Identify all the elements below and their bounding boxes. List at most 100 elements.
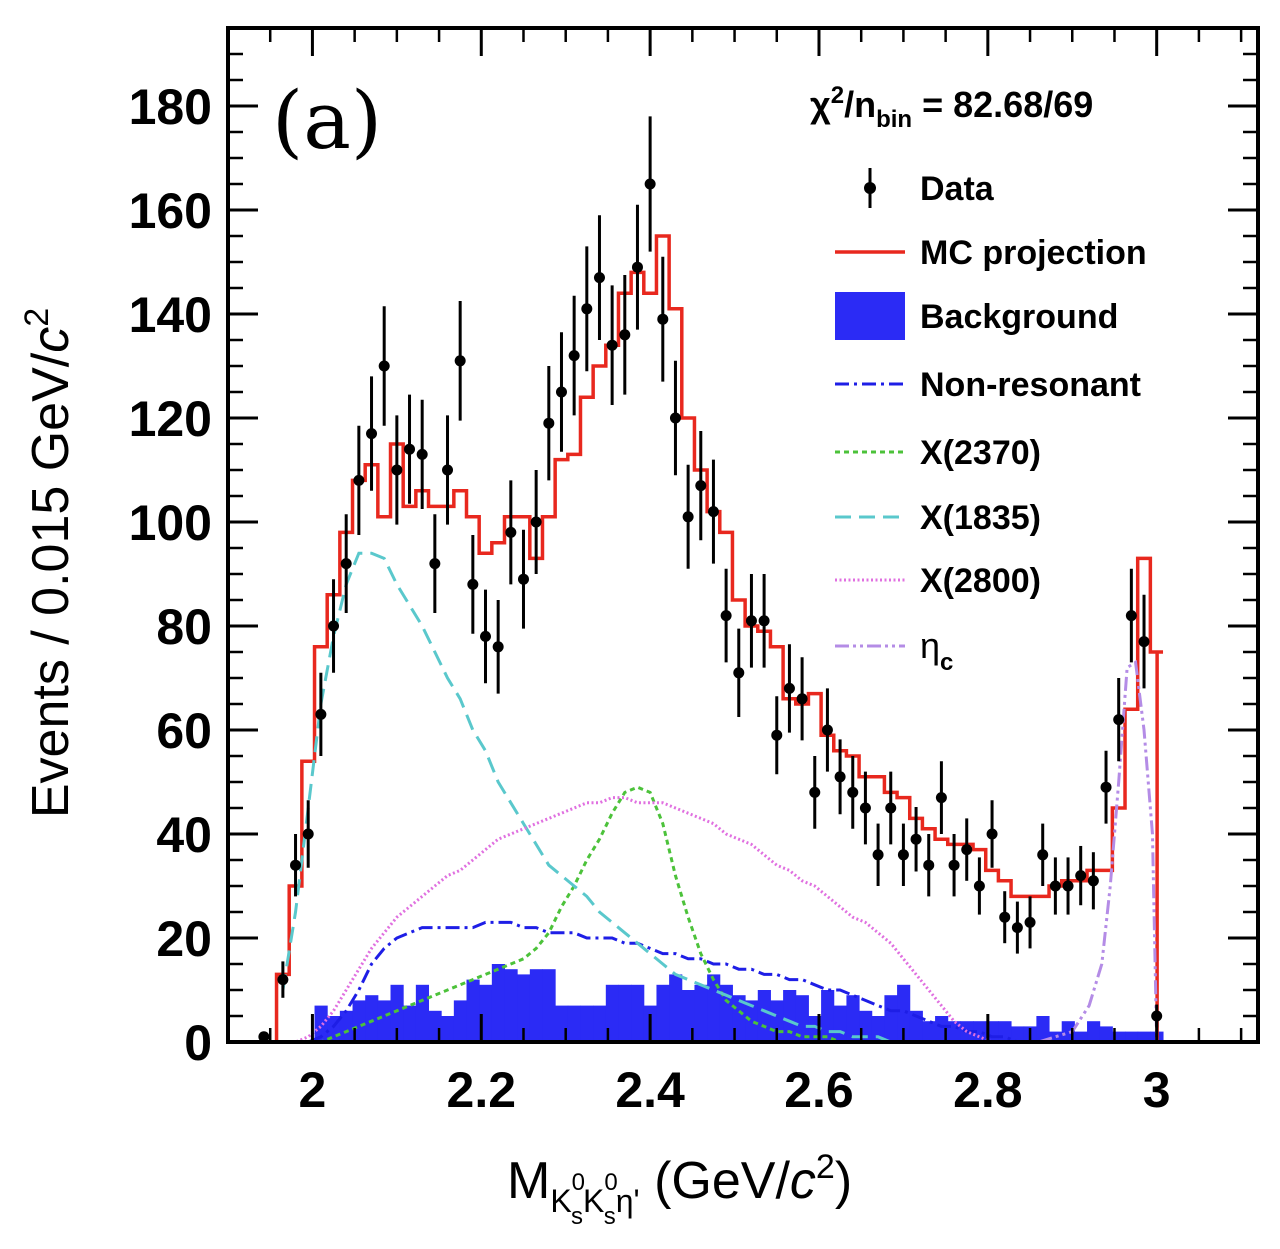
background-bin: [707, 974, 721, 1042]
background-bin: [631, 984, 645, 1042]
data-point: [353, 474, 365, 486]
data-point: [1087, 875, 1099, 887]
background-bin: [339, 1010, 354, 1042]
legend-marker: [864, 182, 876, 194]
legend-label: X(2800): [920, 562, 1041, 600]
data-point: [897, 849, 909, 861]
legend-entry-data: Data: [864, 168, 995, 208]
y-tick-label: 60: [156, 703, 212, 759]
data-point: [923, 859, 935, 871]
chi2-annotation: χ2/nbin = 82.68/69: [810, 82, 1093, 133]
background-bin: [377, 1000, 392, 1042]
y-tick-label: 0: [184, 1015, 212, 1071]
data-point: [315, 708, 327, 720]
series-x-2800-line: [282, 796, 993, 1044]
chi2-sub: bin: [876, 106, 912, 133]
data-point: [328, 620, 340, 632]
data-point: [429, 558, 441, 570]
background-bin: [871, 1016, 885, 1042]
y-tick-label: 100: [129, 495, 212, 551]
data-point: [847, 786, 859, 798]
legend-label: MC projection: [920, 234, 1147, 272]
background-bin: [567, 1005, 581, 1042]
background-bin: [542, 969, 556, 1042]
x-axis-title-main: M: [507, 1152, 550, 1210]
background-bin: [1112, 1031, 1126, 1042]
data-point: [821, 724, 833, 736]
legend-entry-background: Background: [835, 292, 1118, 340]
legend-entry-x-1835: X(1835): [835, 499, 1041, 537]
background-bin: [415, 984, 430, 1042]
legend-label: ηc: [920, 625, 953, 676]
background-bin: [580, 1005, 594, 1042]
background-bin: [618, 984, 632, 1042]
data-point: [859, 802, 871, 814]
data-point: [1125, 610, 1137, 622]
x-axis-unit: (GeV/: [640, 1152, 791, 1210]
background-bin: [441, 1016, 455, 1042]
series--c-line: [1038, 659, 1159, 1044]
data-point: [1011, 922, 1023, 934]
x-axis-subsub-k2: s: [604, 1203, 616, 1230]
data-point: [758, 615, 770, 627]
data-point: [682, 511, 694, 523]
data-point: [986, 828, 998, 840]
data-point: [999, 911, 1011, 923]
background-bin: [821, 990, 835, 1042]
series-mc-projection-line: [274, 234, 1164, 1042]
background-bin: [1087, 1021, 1101, 1042]
background-bin: [365, 995, 379, 1042]
legend-entry-mc-projection: MC projection: [835, 234, 1147, 272]
data-point: [404, 443, 416, 455]
y-tick-label: 120: [129, 391, 212, 447]
legend-entry--c: ηc: [835, 625, 953, 676]
x-axis-title: MK0 sK0 sη' (GeV/c2): [507, 1148, 852, 1230]
data-point: [771, 729, 783, 741]
background-bin: [745, 1000, 759, 1042]
background-bin: [1074, 1031, 1088, 1042]
data-point: [707, 506, 719, 518]
data-point: [1138, 636, 1150, 648]
x-axis-sub-eta: η': [616, 1183, 640, 1219]
legend-entry-non-resonant: Non-resonant: [835, 366, 1141, 404]
data-point: [885, 802, 897, 814]
data-point: [530, 516, 542, 528]
data-point: [796, 693, 808, 705]
background-bin: [593, 1005, 607, 1042]
data-point: [695, 480, 707, 492]
data-points-layer: [258, 116, 1163, 1043]
data-point: [783, 682, 795, 694]
data-point: [1062, 880, 1074, 892]
legend-label: Data: [920, 170, 995, 208]
data-point: [1024, 916, 1036, 928]
series-non-resonant-line: [282, 920, 1031, 1044]
x-tick-label: 2: [299, 1062, 327, 1118]
y-tick-label: 140: [129, 287, 212, 343]
data-point: [910, 833, 922, 845]
data-point: [1075, 870, 1087, 882]
legend-entry-x-2370: X(2370): [835, 434, 1041, 472]
data-point: [517, 573, 529, 585]
chi2-symbol: χ: [810, 84, 831, 125]
x-axis-sup-k2: 0: [604, 1169, 617, 1196]
x-axis-sub-k1: K: [550, 1183, 571, 1219]
plot-frame: [226, 26, 1260, 1044]
background-bin: [517, 974, 531, 1042]
data-point: [619, 329, 631, 341]
background-bin: [846, 995, 860, 1042]
data-point: [340, 558, 352, 570]
background-bin: [922, 1021, 936, 1042]
data-point: [492, 641, 504, 653]
y-axis-title-italic: c: [22, 327, 80, 353]
tick-labels: 2 2.2 2.4 2.6 2.8 3 0 20 40 60 80 100 120 140 160 180: [129, 79, 1171, 1118]
x-axis-sup-k1: 0: [572, 1169, 585, 1196]
component-curves-layer: [274, 234, 1164, 1044]
legend-label: Non-resonant: [920, 366, 1141, 404]
chi2-sup: 2: [831, 82, 844, 109]
data-point: [378, 360, 390, 372]
data-point: [644, 178, 656, 190]
legend-label-sub: c: [940, 649, 953, 676]
chi2-mid: /n: [844, 84, 876, 125]
background-bin: [491, 964, 505, 1042]
x-axis-unit-close: ): [835, 1152, 852, 1210]
